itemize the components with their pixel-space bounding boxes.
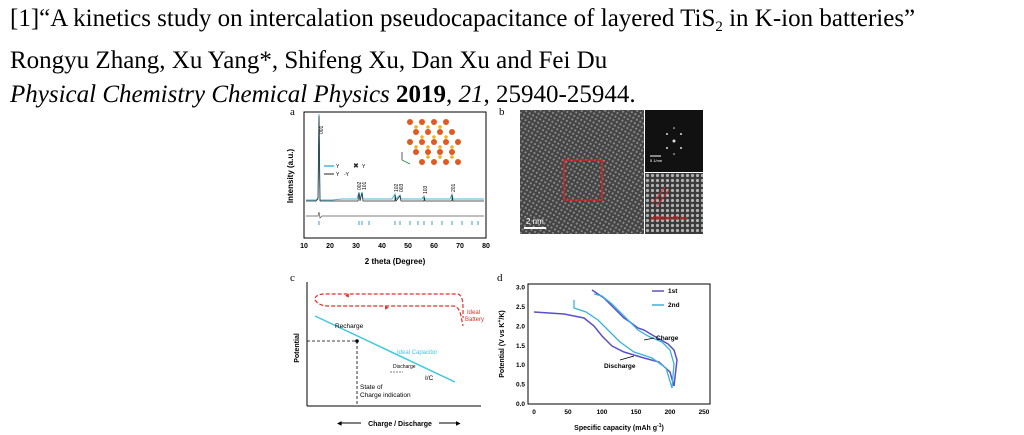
ideal-capacitor-line: [314, 315, 456, 383]
cycle-1-discharge: [533, 311, 675, 387]
legend-y-obs: Y: [362, 164, 366, 170]
label-battery: Battery: [465, 317, 484, 323]
panel-c-schematic: Potential ◀ ▶ Ideal Battery Ideal Capaci…: [294, 282, 484, 428]
panel-b-fft-inset: 5 1/nm: [645, 110, 703, 172]
panel-a-difference-curve: [306, 211, 484, 219]
svg-text:250: 250: [699, 409, 710, 416]
panel-a-bragg-ticks: [318, 221, 479, 225]
panel-d-xlabel: Specific capacity (mAh g-1): [574, 423, 664, 432]
citation-year: 2019: [396, 81, 447, 108]
citation-pages: , 25940-25944.: [483, 81, 636, 108]
peak-label: 101: [362, 181, 368, 190]
peak-label: 002: [357, 181, 363, 190]
legend-1st: 1st: [668, 288, 678, 295]
panel-d-xticks: 0 50 100 150 200 250: [532, 409, 710, 416]
legend-y-cal-2: -Y: [344, 172, 350, 178]
label-ideal: Ideal: [467, 310, 480, 316]
panel-a-frame: [303, 111, 487, 239]
panel-a-xrd-figure: Intensity (a.u.) 001 002 101 102 003 103…: [286, 111, 490, 266]
svg-text:◀: ◀: [345, 293, 349, 299]
panel-c-ylabel: Potential: [294, 333, 301, 363]
svg-text:2.0: 2.0: [516, 323, 525, 330]
selected-region-box: [563, 159, 603, 201]
ideal-battery-curve: [314, 293, 464, 327]
citation-journal: Physical Chemistry Chemical Physics: [10, 81, 390, 108]
citation-title-subscript: 2: [715, 19, 723, 35]
panel-c-letter: c: [290, 272, 295, 284]
svg-text:100: 100: [597, 409, 608, 416]
svg-text:▶: ▶: [385, 305, 389, 311]
legend-2nd: 2nd: [668, 302, 680, 309]
panel-c-xlabel: Charge / Discharge: [368, 421, 432, 428]
label-state-of: State of: [360, 384, 383, 391]
panel-b-lattice-inset: d(001)=0.58 nm: [645, 173, 703, 234]
panel-a-crystal-structure: [401, 119, 461, 165]
citation-title-end: in K-ion batteries”: [722, 5, 916, 32]
panel-a-letter: a: [290, 106, 295, 118]
svg-text:✖: ✖: [353, 163, 359, 170]
peak-label: 103: [423, 185, 429, 194]
svg-text:50: 50: [404, 243, 412, 250]
svg-text:80: 80: [482, 243, 490, 250]
svg-text:10: 10: [300, 243, 308, 250]
citation-volume: 21: [458, 81, 484, 108]
svg-text:70: 70: [456, 243, 464, 250]
panel-a-peak-labels: 001 002 101 102 003 103 201: [319, 125, 457, 194]
svg-text:30: 30: [352, 243, 360, 250]
svg-text:20: 20: [326, 243, 334, 250]
panel-d-letter: d: [497, 272, 503, 284]
legend-y-cal: Y: [336, 164, 340, 170]
legend-y-obs-2: Y: [336, 172, 340, 178]
citation-title: [1]“A kinetics study on intercalation ps…: [10, 5, 716, 32]
peak-label: 201: [451, 183, 457, 192]
citation-authors: Rongyu Zhang, Xu Yang*, Shifeng Xu, Dan …: [10, 47, 608, 74]
panel-b-hrtem-image: 2 nm: [520, 110, 644, 234]
label-charge-indication: Charge indication: [360, 392, 411, 399]
cycle-2-charge: [593, 293, 675, 389]
peak-label: 003: [399, 183, 405, 192]
panel-d-chart: Potential (V vs K+/K) 0.0 0.5 1.0 1.5 2.…: [497, 283, 711, 432]
panel-a-observed-pattern: [306, 113, 484, 201]
panel-d-ylabel: Potential (V vs K+/K): [497, 310, 506, 378]
svg-text:150: 150: [631, 409, 642, 416]
svg-text:2.5: 2.5: [516, 304, 525, 311]
citation: [1]“A kinetics study on intercalation ps…: [10, 2, 915, 112]
label-discharge: I/C: [425, 375, 434, 382]
svg-text:0.0: 0.0: [516, 401, 525, 408]
fft-scale-label: 5 1/nm: [650, 158, 663, 163]
svg-text:0.5: 0.5: [516, 382, 525, 389]
peak-label: 102: [394, 183, 400, 192]
citation-source-line: Physical Chemistry Chemical Physics 2019…: [10, 81, 636, 108]
panel-a-ylabel: Intensity (a.u.): [286, 149, 295, 204]
svg-text:40: 40: [378, 243, 386, 250]
svg-text:3.0: 3.0: [516, 285, 525, 292]
svg-text:1.5: 1.5: [516, 343, 525, 350]
svg-text:▶: ▶: [456, 421, 461, 427]
peak-label: 001: [319, 125, 325, 134]
annotation-charge: Charge: [656, 335, 679, 342]
label-recharge: Recharge: [335, 323, 364, 330]
citation-title-line: [1]“A kinetics study on intercalation ps…: [10, 2, 915, 44]
svg-text:200: 200: [665, 409, 676, 416]
scale-bar-label: 2 nm: [526, 217, 544, 226]
lattice-spacing-label: d(001)=0.58 nm: [651, 216, 688, 222]
cycle-2-discharge: [573, 300, 673, 389]
svg-text:50: 50: [564, 409, 572, 416]
svg-text:◀: ◀: [337, 421, 342, 427]
panel-a-xticks: 10 20 30 40 50 60 70 80: [300, 243, 490, 250]
label-ic: Discharge: [393, 364, 416, 370]
label-ideal-capacitor: Ideal Capacitor: [397, 350, 437, 356]
annotation-discharge: Discharge: [604, 363, 636, 370]
panel-a-legend: Y ✖ Y Y -Y: [324, 163, 366, 178]
panel-a-xlabel: 2 theta (Degree): [365, 257, 426, 266]
svg-text:1.0: 1.0: [516, 362, 525, 369]
panel-d-yticks: 0.0 0.5 1.0 1.5 2.0 2.5 3.0: [516, 285, 525, 408]
panel-d-frame: [527, 283, 711, 405]
panel-b-letter: b: [499, 106, 505, 118]
svg-text:60: 60: [430, 243, 438, 250]
panel-a-calculated-pattern: [306, 115, 484, 202]
svg-text:0: 0: [532, 409, 536, 416]
